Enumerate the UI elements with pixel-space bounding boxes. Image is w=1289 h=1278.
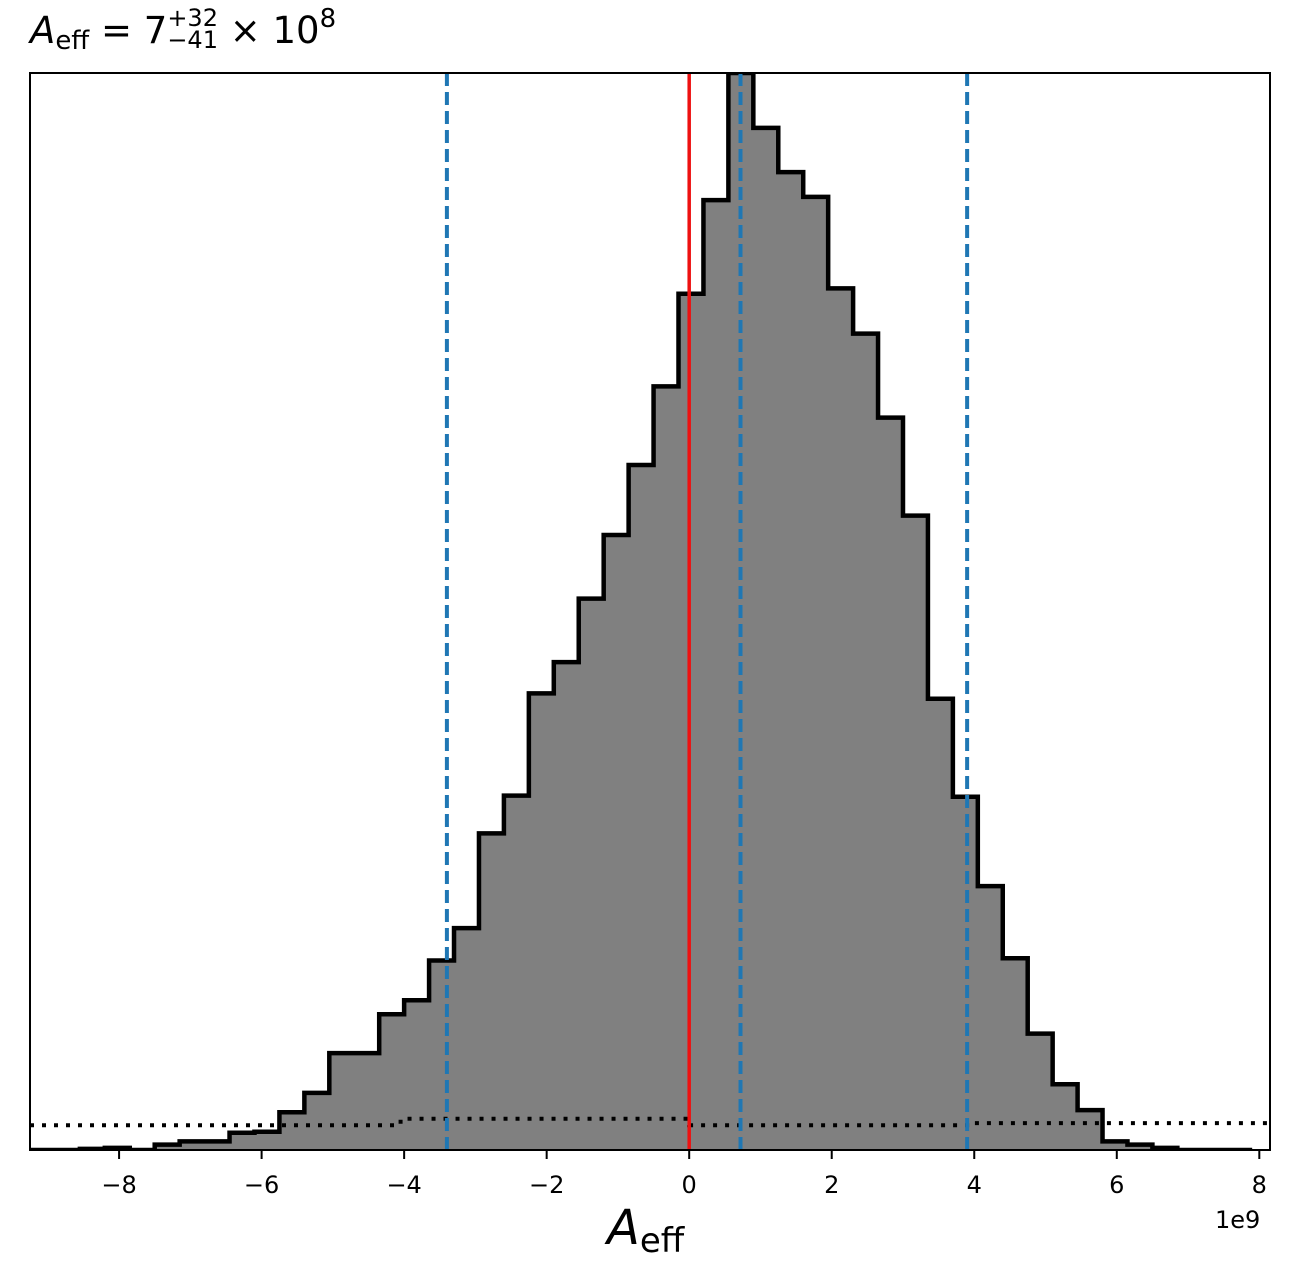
title-exponent: 8 — [319, 4, 337, 34]
histogram-bar — [379, 1014, 405, 1150]
histogram-bar — [703, 200, 729, 1150]
x-tick-label: −2 — [529, 1171, 564, 1199]
axes-frame — [29, 72, 1271, 1151]
histogram-bar — [828, 288, 854, 1150]
histogram-bar — [803, 196, 829, 1150]
histogram-bar — [653, 386, 680, 1150]
title-subscript: eff — [55, 26, 90, 56]
histogram-bar — [628, 465, 655, 1150]
title-errors: +32 −41 — [167, 3, 218, 54]
histogram-bar — [603, 535, 630, 1150]
x-axis-subscript: eff — [639, 1221, 685, 1261]
histogram-bar — [578, 598, 605, 1150]
x-axis-symbol: A — [607, 1200, 640, 1256]
histogram-bar — [1102, 1141, 1129, 1150]
histogram-bar — [304, 1092, 330, 1150]
x-axis-label: Aeff — [607, 1200, 684, 1261]
x-tick-label: 4 — [967, 1171, 982, 1199]
plot-area — [30, 73, 1270, 1150]
histogram-bar — [329, 1053, 355, 1150]
histogram-bar — [753, 127, 779, 1150]
title-upper-error: +32 — [167, 3, 218, 32]
histogram-bar — [853, 333, 879, 1150]
histogram-bar — [179, 1141, 206, 1150]
chart-title: Aeff = 7 +32 −41 × 108 — [30, 4, 336, 56]
histogram-bar — [1127, 1144, 1154, 1150]
histogram-bar — [1052, 1084, 1079, 1150]
histogram-bar — [454, 928, 480, 1150]
histogram-bar — [553, 662, 580, 1150]
x-tick-label: −6 — [244, 1171, 279, 1199]
x-tick-label: 0 — [682, 1171, 697, 1199]
histogram-bar — [503, 795, 530, 1150]
histogram-bar — [1002, 958, 1029, 1150]
histogram-bar — [404, 1000, 430, 1150]
histogram-bar — [429, 960, 455, 1150]
x-tick-label: 2 — [824, 1171, 839, 1199]
histogram-bar — [1027, 1033, 1054, 1150]
x-tick-label: 6 — [1109, 1171, 1124, 1199]
histogram-bar — [528, 693, 555, 1150]
histogram-outline — [30, 73, 1253, 1150]
histogram-bar — [902, 515, 929, 1150]
x-tick-label: −4 — [386, 1171, 421, 1199]
histogram-bar — [678, 293, 705, 1150]
x-axis-offset-text: 1e9 — [1215, 1206, 1261, 1234]
title-symbol: A — [30, 9, 56, 52]
histogram-bar — [229, 1132, 256, 1150]
histogram-bar — [1077, 1110, 1104, 1150]
histogram-bar — [977, 886, 1004, 1150]
histogram-bar — [878, 417, 904, 1150]
histogram-bar — [279, 1112, 305, 1150]
x-tick-label: 8 — [1252, 1171, 1267, 1199]
histogram-bar — [254, 1131, 281, 1150]
histogram-bar — [354, 1053, 380, 1150]
histogram-bar — [927, 698, 954, 1150]
title-times: × 10 — [217, 9, 320, 52]
title-equals: = 7 — [89, 9, 168, 52]
title-lower-error: −41 — [167, 25, 218, 54]
histogram-bar — [154, 1144, 181, 1150]
histogram-bar — [204, 1141, 231, 1150]
x-tick-label: −8 — [101, 1171, 136, 1199]
histogram-bar — [778, 172, 804, 1150]
histogram-bar — [478, 833, 505, 1150]
